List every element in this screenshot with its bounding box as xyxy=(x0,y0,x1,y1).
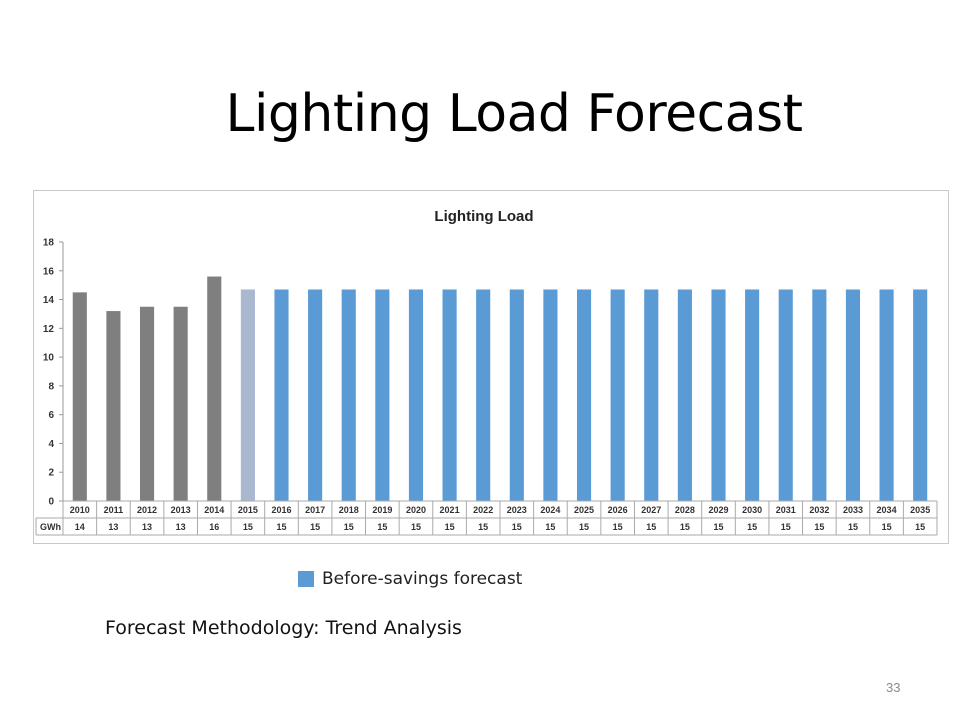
y-tick-label: 4 xyxy=(48,439,54,450)
table-cell-value: 15 xyxy=(377,522,387,532)
bar-2028 xyxy=(677,289,692,501)
table-cell-value: 15 xyxy=(243,522,253,532)
table-cell-value: 15 xyxy=(781,522,791,532)
methodology-text: Forecast Methodology: Trend Analysis xyxy=(105,617,462,639)
bar-2019 xyxy=(375,289,390,501)
chart-frame: Lighting Load024681012141618GWhGWh201014… xyxy=(33,190,949,544)
bar-2027 xyxy=(644,289,659,501)
slide-title: Lighting Load Forecast xyxy=(225,84,803,144)
x-tick-label: 2022 xyxy=(473,505,493,515)
bar-2032 xyxy=(812,289,827,501)
table-cell-value: 15 xyxy=(680,522,690,532)
x-tick-label: 2028 xyxy=(675,505,695,515)
y-tick-label: 2 xyxy=(48,468,54,479)
table-cell-value: 15 xyxy=(613,522,623,532)
table-cell-value: 13 xyxy=(142,522,152,532)
bar-2020 xyxy=(408,289,424,501)
table-cell-value: 15 xyxy=(814,522,824,532)
x-tick-label: 2023 xyxy=(507,505,527,515)
bar-2025 xyxy=(576,289,592,501)
table-cell-value: 15 xyxy=(445,522,455,532)
y-tick-label: 6 xyxy=(48,410,54,421)
bar-2031 xyxy=(778,289,793,501)
table-cell-value: 15 xyxy=(276,522,286,532)
y-tick-label: 10 xyxy=(43,353,55,364)
bar-2010 xyxy=(72,292,87,501)
table-cell-value: 15 xyxy=(478,522,488,532)
page-number: 33 xyxy=(886,680,901,695)
table-row-label: GWh xyxy=(40,522,61,532)
bar-2022 xyxy=(476,289,491,501)
y-tick-label: 12 xyxy=(43,324,55,335)
y-tick-label: 0 xyxy=(48,497,54,508)
y-tick-label: 8 xyxy=(48,381,54,392)
x-tick-label: 2031 xyxy=(776,505,796,515)
x-tick-label: 2010 xyxy=(70,505,90,515)
legend-swatch xyxy=(298,571,314,587)
bar-2016 xyxy=(274,289,289,501)
bar-2029 xyxy=(711,289,726,501)
table-cell-value: 15 xyxy=(411,522,421,532)
table-cell-value: 15 xyxy=(882,522,892,532)
bar-2030 xyxy=(745,289,760,501)
bar-2014 xyxy=(207,276,222,501)
table-cell-value: 15 xyxy=(747,522,757,532)
x-tick-label: 2026 xyxy=(608,505,628,515)
x-tick-label: 2032 xyxy=(809,505,829,515)
bar-2033 xyxy=(845,289,861,501)
x-tick-label: 2024 xyxy=(540,505,560,515)
x-tick-label: 2014 xyxy=(204,505,224,515)
table-cell-value: 15 xyxy=(579,522,589,532)
table-cell-value: 14 xyxy=(75,522,85,532)
x-tick-label: 2033 xyxy=(843,505,863,515)
x-tick-label: 2011 xyxy=(104,505,124,515)
y-tick-label: 18 xyxy=(43,238,55,249)
x-tick-label: 2025 xyxy=(574,505,594,515)
bar-2015 xyxy=(240,289,255,501)
table-cell-value: 13 xyxy=(108,522,118,532)
legend-label: Before-savings forecast xyxy=(322,569,523,589)
x-tick-label: 2029 xyxy=(708,505,728,515)
table-cell-value: 15 xyxy=(646,522,656,532)
x-tick-label: 2030 xyxy=(742,505,762,515)
table-cell-value: 15 xyxy=(344,522,354,532)
table-cell-value: 16 xyxy=(209,522,219,532)
bar-2035 xyxy=(913,289,928,501)
table-cell-value: 15 xyxy=(545,522,555,532)
x-tick-label: 2034 xyxy=(877,505,897,515)
table-cell-value: 15 xyxy=(310,522,320,532)
table-cell-value: 15 xyxy=(848,522,858,532)
bar-2011 xyxy=(106,311,121,501)
x-tick-label: 2027 xyxy=(641,505,661,515)
table-cell-value: 15 xyxy=(915,522,925,532)
x-tick-label: 2013 xyxy=(171,505,191,515)
bar-2034 xyxy=(879,289,894,501)
chart-title: Lighting Load xyxy=(434,208,533,225)
x-tick-label: 2035 xyxy=(910,505,930,515)
bar-2021 xyxy=(442,289,457,501)
x-tick-label: 2019 xyxy=(372,505,392,515)
bar-2024 xyxy=(543,289,558,501)
x-tick-label: 2021 xyxy=(440,505,460,515)
x-tick-label: 2020 xyxy=(406,505,426,515)
bar-2018 xyxy=(341,289,356,501)
x-tick-label: 2016 xyxy=(271,505,291,515)
table-cell-value: 13 xyxy=(176,522,186,532)
bar-2017 xyxy=(308,289,323,501)
bar-2013 xyxy=(173,306,188,501)
x-tick-label: 2018 xyxy=(339,505,359,515)
y-tick-label: 16 xyxy=(43,266,55,277)
lighting-load-chart: Lighting Load024681012141618GWhGWh201014… xyxy=(35,208,938,536)
x-tick-label: 2017 xyxy=(305,505,325,515)
bar-2023 xyxy=(509,289,524,501)
legend: Before-savings forecast xyxy=(298,569,522,589)
table-cell-value: 15 xyxy=(713,522,723,532)
y-tick-label: 14 xyxy=(43,295,55,306)
bar-2012 xyxy=(139,306,155,501)
table-cell-value: 15 xyxy=(512,522,522,532)
x-tick-label: 2015 xyxy=(238,505,258,515)
x-tick-label: 2012 xyxy=(137,505,157,515)
bar-2026 xyxy=(610,289,625,501)
